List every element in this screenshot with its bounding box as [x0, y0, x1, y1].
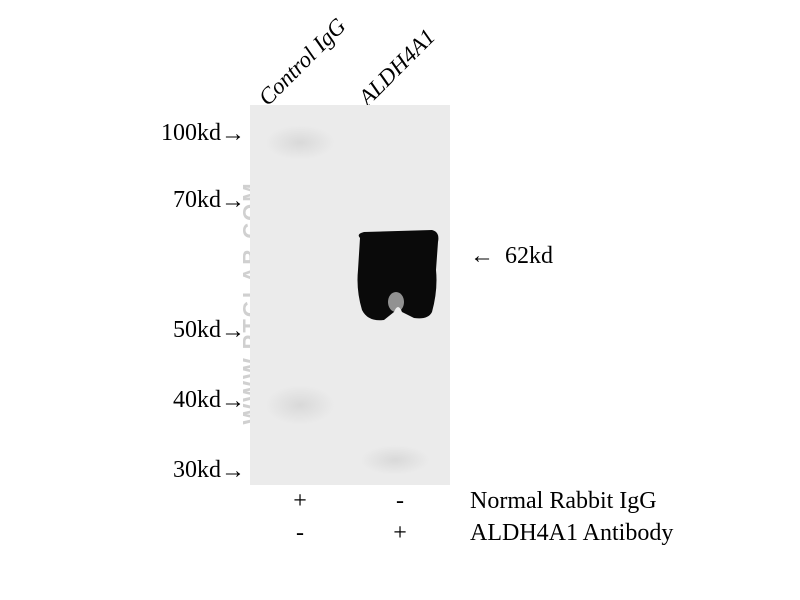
arrow-right-icon: → — [221, 458, 245, 485]
mw-marker: 50kd→ — [130, 317, 245, 345]
band-size-label: 62kd — [505, 243, 553, 270]
condition-marker: + — [380, 520, 420, 547]
arrow-right-icon: → — [221, 188, 245, 215]
condition-label: ALDH4A1 Antibody — [470, 520, 673, 547]
arrow-right-icon: → — [221, 318, 245, 345]
mw-label-text: 40kd — [173, 387, 221, 413]
blot-smudge — [360, 445, 430, 475]
condition-marker: + — [280, 488, 320, 515]
mw-label-text: 100kd — [161, 120, 221, 146]
arrow-right-icon: → — [221, 388, 245, 415]
condition-marker: - — [280, 520, 320, 547]
mw-label-text: 30kd — [173, 457, 221, 483]
mw-label-text: 50kd — [173, 317, 221, 343]
condition-marker: - — [380, 488, 420, 515]
mw-marker: 40kd→ — [130, 387, 245, 415]
arrow-left-icon: ← — [470, 243, 494, 270]
mw-marker: 70kd→ — [130, 187, 245, 215]
western-blot-image — [250, 105, 450, 485]
mw-label-text: 70kd — [173, 187, 221, 213]
mw-marker: 30kd→ — [130, 457, 245, 485]
lane-label-target: ALDH4A1 — [354, 24, 441, 111]
blot-band-aldh4a1 — [354, 230, 442, 322]
blot-smudge — [265, 385, 335, 425]
blot-smudge — [265, 125, 335, 160]
mw-marker: 100kd→ — [130, 120, 245, 148]
condition-label: Normal Rabbit IgG — [470, 488, 657, 515]
arrow-right-icon: → — [221, 121, 245, 148]
lane-label-control: Control IgG — [254, 13, 352, 111]
